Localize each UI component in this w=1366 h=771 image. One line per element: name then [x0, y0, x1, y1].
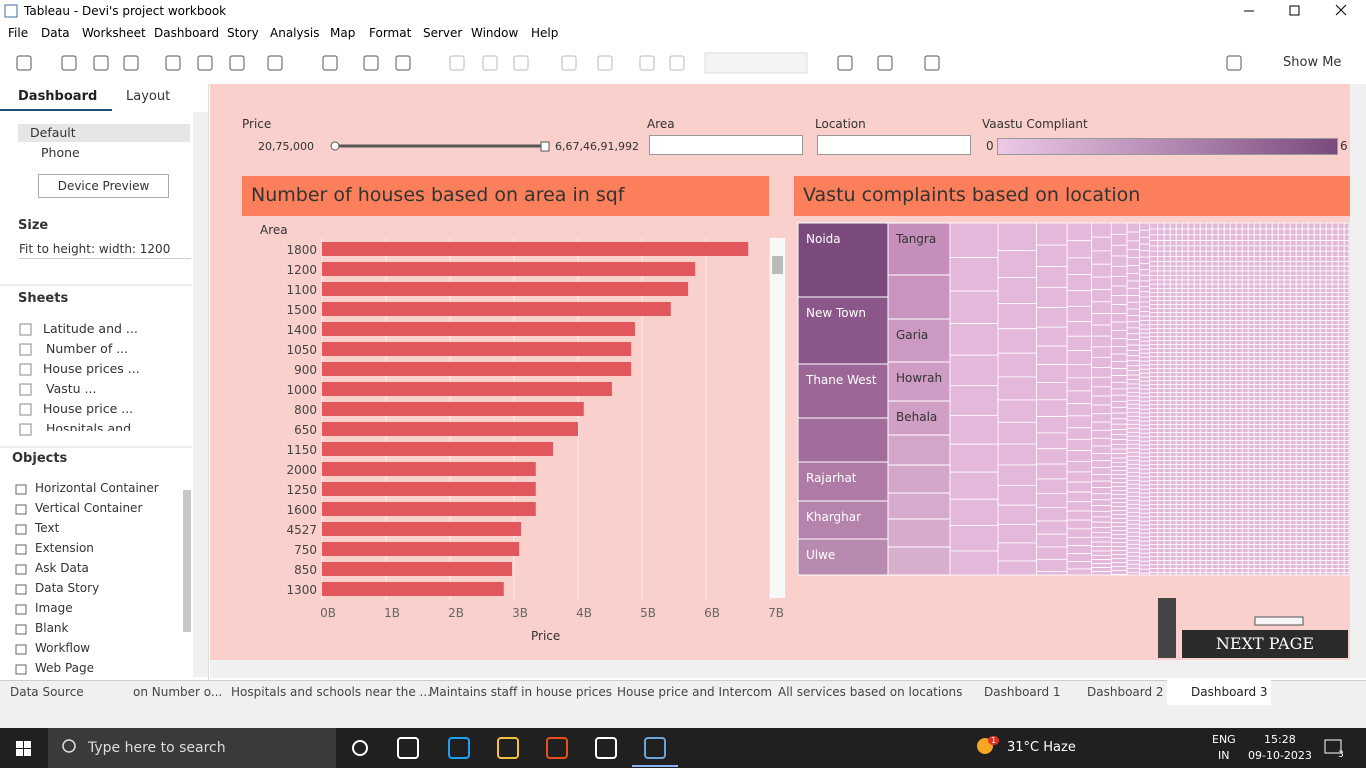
- device[interactable]: Default: [30, 125, 76, 140]
- filter-input[interactable]: [649, 135, 803, 155]
- filter-label: Vaastu Compliant: [982, 117, 1088, 131]
- filter-max: 6: [1340, 139, 1348, 153]
- object[interactable]: Web Page: [35, 661, 95, 675]
- region: IN: [1218, 749, 1230, 762]
- menu-item[interactable]: Window: [471, 26, 519, 40]
- v-scrollbar[interactable]: [1350, 84, 1366, 660]
- device[interactable]: Phone: [41, 145, 80, 160]
- filter-label: Location: [815, 117, 866, 131]
- sheet[interactable]: Latitude and ...: [43, 321, 138, 336]
- sheet-tab[interactable]: Data Source: [10, 685, 84, 699]
- menu-item[interactable]: Server: [423, 26, 463, 40]
- object[interactable]: Ask Data: [35, 561, 89, 575]
- status-bar: [0, 705, 1366, 728]
- window-title: Tableau - Devi's project workbook: [24, 4, 227, 18]
- h-scrollbar[interactable]: [210, 660, 1366, 678]
- menu-item[interactable]: File: [8, 26, 29, 40]
- sheet-tab[interactable]: Dashboard 1: [984, 685, 1061, 699]
- show-me[interactable]: Show Me: [1283, 55, 1342, 70]
- object[interactable]: Extension: [35, 541, 94, 555]
- menu-item[interactable]: Data: [41, 26, 70, 40]
- sheet-tab[interactable]: Dashboard 3: [1191, 685, 1268, 699]
- chart-title: Number of houses based on area in sqf: [251, 184, 625, 206]
- filter-max: 6,67,46,91,992: [555, 140, 639, 153]
- color-ramp: [997, 138, 1338, 155]
- weather[interactable]: 31°C Haze: [1007, 740, 1076, 755]
- sheet-tab[interactable]: Dashboard 2: [1087, 685, 1164, 699]
- section-title: Objects: [12, 451, 68, 466]
- sheet-tab[interactable]: All services based on locations: [778, 685, 963, 699]
- sheet[interactable]: Hospitals and: [46, 421, 132, 431]
- sheet[interactable]: Vastu ...: [46, 381, 97, 396]
- object[interactable]: Image: [35, 601, 73, 615]
- object[interactable]: Horizontal Container: [35, 481, 159, 495]
- dashboard-canvas: [210, 84, 1350, 660]
- lang[interactable]: ENG: [1212, 733, 1236, 746]
- filter-min: 0: [986, 139, 994, 153]
- notification-count: 3: [1338, 750, 1344, 760]
- weather-badge: 1: [988, 736, 1000, 745]
- panel-tab[interactable]: Layout: [126, 89, 171, 104]
- menu-item[interactable]: Help: [531, 26, 559, 40]
- start-button[interactable]: [0, 728, 48, 768]
- menu-item[interactable]: Format: [369, 26, 412, 40]
- toolbar: [0, 44, 1366, 85]
- size-value[interactable]: Fit to height: width: 1200: [19, 242, 191, 259]
- menu-item[interactable]: Story: [227, 26, 259, 40]
- menu-item[interactable]: Analysis: [270, 26, 320, 40]
- menu-item[interactable]: Worksheet: [82, 26, 146, 40]
- device-preview[interactable]: Device Preview: [38, 174, 169, 198]
- sheet-tab[interactable]: Maintains staff in house prices: [429, 685, 612, 699]
- next-page[interactable]: NEXT PAGE: [1182, 630, 1348, 658]
- y-axis-title: Area: [260, 223, 288, 237]
- side-scrollbar[interactable]: [193, 112, 208, 677]
- panel-tab[interactable]: Dashboard: [18, 89, 98, 104]
- section-title: Size: [18, 218, 49, 233]
- date[interactable]: 09-10-2023: [1248, 749, 1312, 762]
- filter-input[interactable]: [817, 135, 971, 155]
- filter-label: Price: [242, 117, 272, 131]
- sheet[interactable]: House prices ...: [43, 361, 140, 376]
- filter-label: Area: [647, 117, 675, 131]
- sheet-tab[interactable]: Hospitals and schools near the ...: [231, 685, 431, 699]
- section-title: Sheets: [18, 291, 69, 306]
- chart-title: Vastu complaints based on location: [803, 184, 1141, 206]
- object[interactable]: Vertical Container: [35, 501, 143, 515]
- menu-item[interactable]: Dashboard: [154, 26, 220, 40]
- object[interactable]: Blank: [35, 621, 69, 635]
- object[interactable]: Data Story: [35, 581, 100, 595]
- sheet-tab[interactable]: House price and Intercom: [617, 685, 773, 699]
- sheet[interactable]: Number of ...: [46, 341, 129, 356]
- menu-item[interactable]: Map: [330, 26, 356, 40]
- search-text[interactable]: Type here to search: [88, 740, 226, 756]
- object[interactable]: Workflow: [35, 641, 91, 655]
- sheet[interactable]: House price ...: [43, 401, 134, 416]
- object[interactable]: Text: [35, 521, 60, 535]
- time[interactable]: 15:28: [1264, 733, 1296, 746]
- sheet-tab[interactable]: on Number o...: [133, 685, 223, 699]
- x-axis-title: Price: [531, 629, 561, 643]
- filter-min: 20,75,000: [258, 140, 314, 153]
